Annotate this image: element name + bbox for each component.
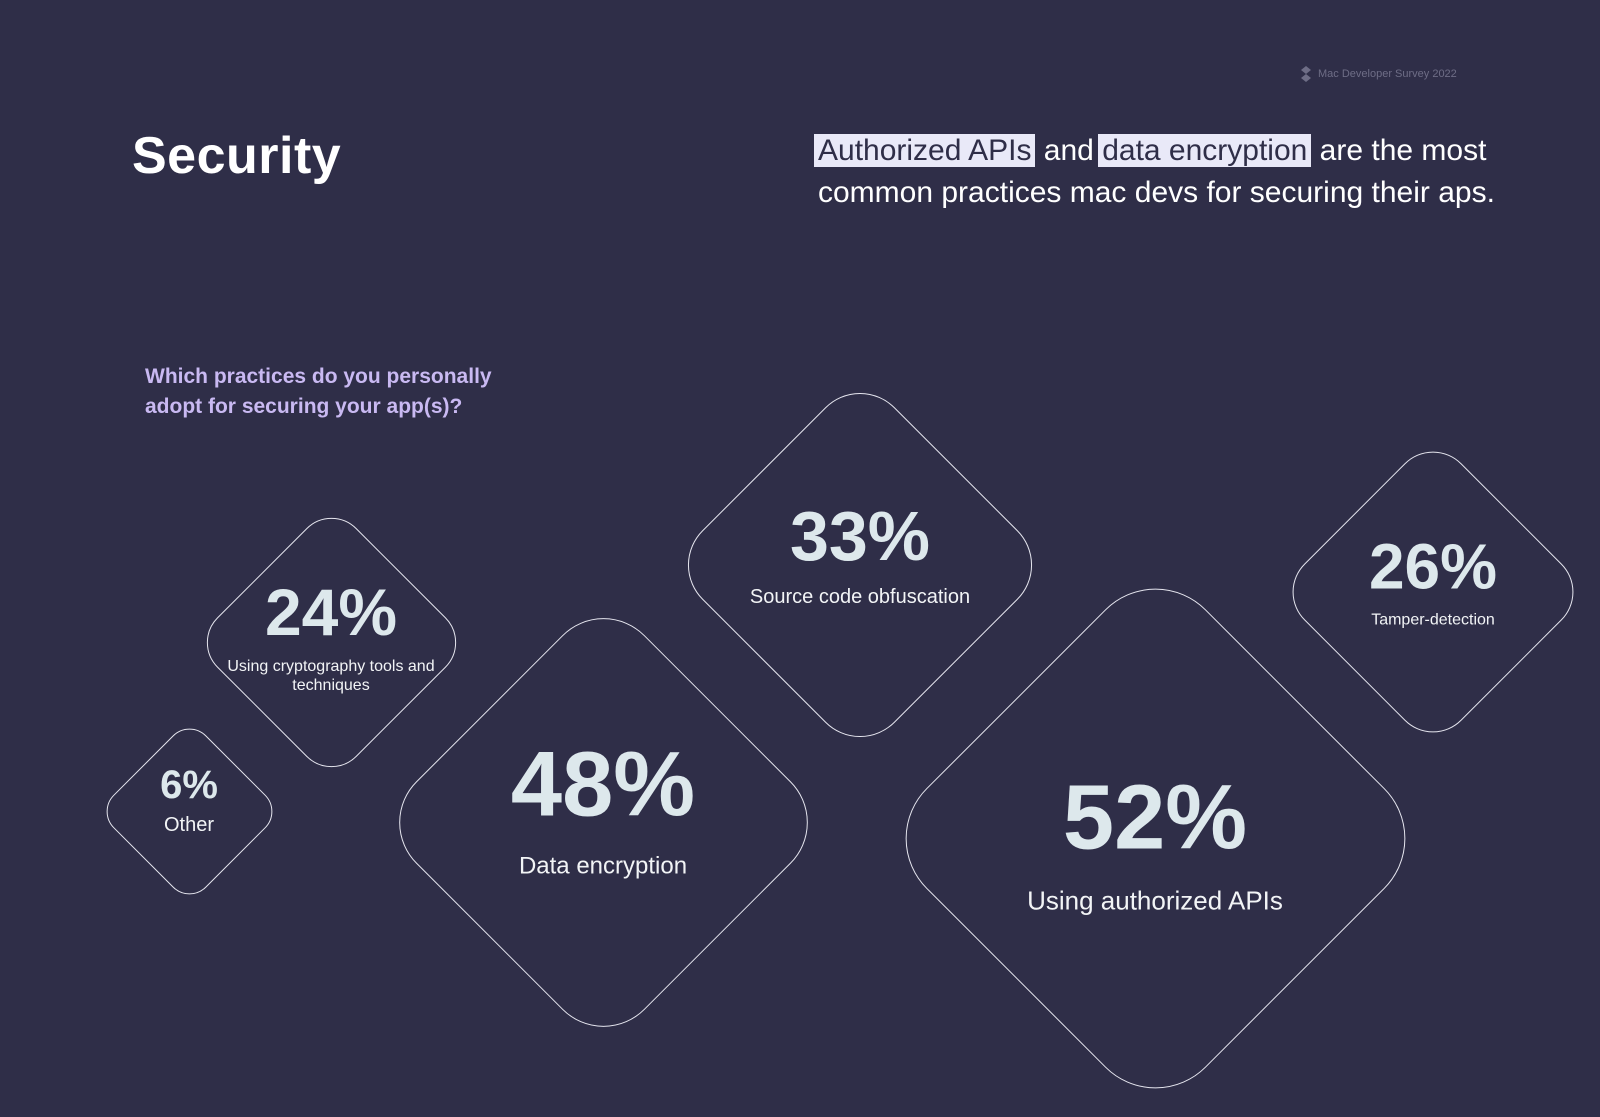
- caption-using-cryptography-tools-and-techniques: Using cryptography tools and techniques: [227, 657, 435, 694]
- highlight-data-encryption: data encryption: [1098, 134, 1312, 167]
- value-using-authorized-apis: 52%: [1062, 766, 1248, 869]
- headline-rest: are the most common practices mac devs f…: [818, 134, 1495, 209]
- bubble-label-using-cryptography-tools-and-techniques: 24% Using cryptography tools and techniqu…: [226, 579, 436, 695]
- brand: Mac Developer Survey 2022: [1300, 66, 1457, 82]
- value-other: 6%: [160, 763, 218, 807]
- caption-using-authorized-apis: Using authorized APIs: [1027, 885, 1283, 916]
- bubble-label-using-authorized-apis: 52% Using authorized APIs: [985, 771, 1325, 916]
- bubble-label-other: 6% Other: [129, 765, 249, 837]
- value-tamper-detection: 26%: [1368, 530, 1498, 603]
- caption-source-code-obfuscation: Source code obfuscation: [749, 586, 971, 608]
- highlight-authorized-apis: Authorized APIs: [814, 134, 1036, 167]
- bubble-label-source-code-obfuscation: 33% Source code obfuscation: [720, 501, 1000, 609]
- headline-connector: and: [1035, 134, 1103, 167]
- caption-tamper-detection: Tamper-detection: [1371, 611, 1495, 629]
- caption-data-encryption: Data encryption: [518, 852, 688, 880]
- value-source-code-obfuscation: 33%: [789, 497, 931, 575]
- value-using-cryptography-tools-and-techniques: 24%: [264, 574, 398, 649]
- page-title: Security: [132, 127, 342, 185]
- value-data-encryption: 48%: [510, 733, 696, 836]
- survey-logo-icon: [1301, 66, 1311, 82]
- bubble-label-data-encryption: 48% Data encryption: [453, 739, 753, 882]
- bubble-label-tamper-detection: 26% Tamper-detection: [1333, 534, 1533, 629]
- headline: Authorized APIs and data encryption are …: [814, 130, 1498, 214]
- brand-label: Mac Developer Survey 2022: [1318, 68, 1457, 80]
- caption-other: Other: [163, 814, 215, 836]
- survey-question: Which practices do you personally adopt …: [145, 365, 492, 418]
